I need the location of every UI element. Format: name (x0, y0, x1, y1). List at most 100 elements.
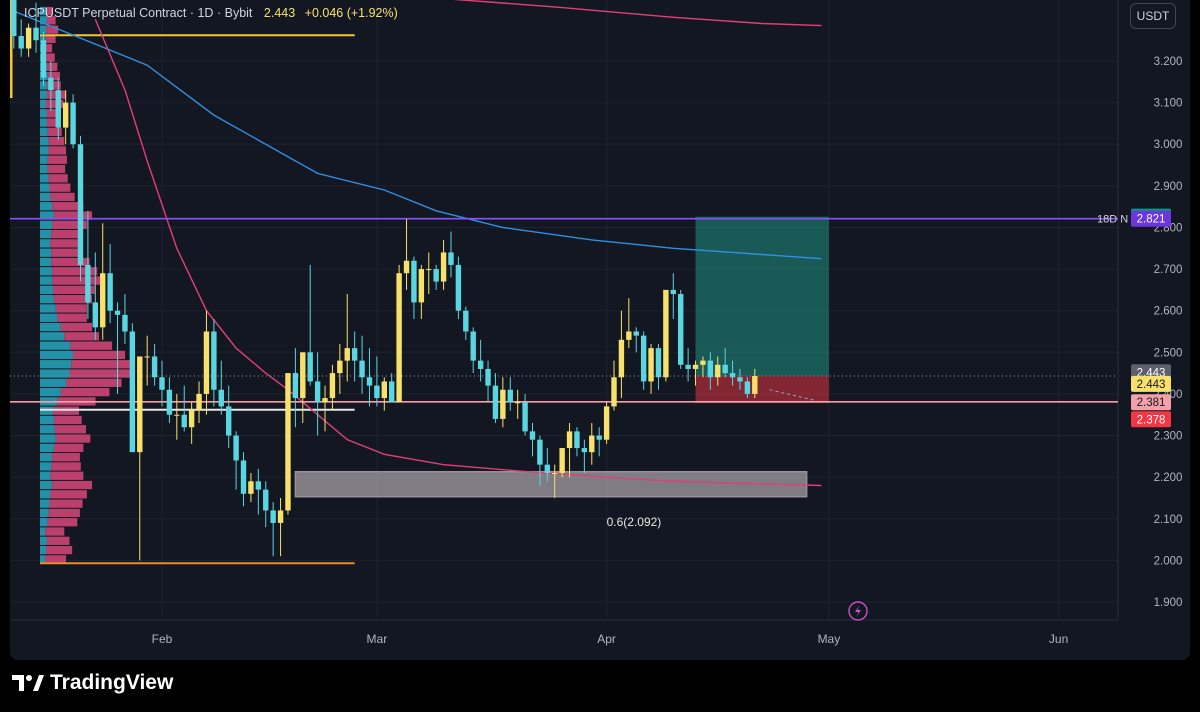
volume-profile-buy-bar (40, 202, 53, 211)
candle-body (492, 385, 499, 419)
candle (374, 356, 380, 407)
candle-body (137, 356, 143, 453)
price-chart[interactable]: 18D N 3.2003.1003.0002.9002.8002.7002.60… (10, 0, 1190, 660)
candle (729, 360, 736, 386)
candle (596, 427, 602, 457)
candle-body (48, 77, 54, 91)
price-tick-label: 2.300 (1154, 431, 1183, 443)
candle-body (411, 260, 417, 303)
candle (129, 323, 136, 453)
volume-profile (10, 0, 355, 565)
volume-profile-sell-bar (49, 183, 71, 192)
candle (670, 273, 676, 320)
horizontal-line-label: 18D N (1097, 214, 1128, 226)
stop-zone (695, 376, 829, 404)
volume-profile-buy-bar (40, 248, 52, 257)
last-price: 2.443 (263, 6, 296, 20)
volume-profile-sell-bar (50, 192, 75, 202)
candle-body (596, 435, 602, 440)
candle (752, 368, 758, 399)
volume-profile-sell-bar (72, 350, 126, 360)
candle (418, 264, 425, 320)
candle (529, 423, 536, 457)
candle (552, 464, 558, 498)
replay-icon[interactable] (848, 601, 868, 621)
candle-body (107, 273, 113, 311)
volume-profile-sell-bar (55, 304, 87, 313)
exchange-label: Bybit (224, 6, 253, 20)
candle-body (314, 381, 321, 403)
candle-body (329, 373, 336, 399)
candle-body (455, 264, 462, 311)
volume-profile-sell-bar (48, 508, 80, 518)
candle (33, 2, 39, 53)
candle (366, 348, 373, 407)
volume-profile-buy-bar (40, 499, 50, 508)
chart-panel[interactable]: 18D N 3.200 3.100 3.000 2.900 2.800 2.700 2.60… (10, 0, 1190, 660)
currency-button[interactable]: USDT (1130, 3, 1176, 29)
candle-body (174, 414, 180, 416)
price-tick-label: 2.000 (1154, 555, 1183, 567)
volume-profile-buy-bar (40, 118, 47, 127)
candle-body (77, 144, 84, 265)
symbol-name[interactable]: ICPUSDT Perpetual Contract (24, 6, 187, 20)
candle (248, 472, 254, 503)
time-scale[interactable]: Feb Mar Apr May Jun (152, 632, 1069, 646)
volume-profile-sell-bar (46, 118, 60, 127)
projection-line (769, 389, 815, 401)
candle-body (322, 398, 328, 403)
price-tick-label: 3.100 (1154, 98, 1183, 110)
volume-profile-buy-bar (40, 90, 47, 99)
volume-profile-buy-bar (40, 16, 47, 25)
volume-profile-buy-bar (40, 137, 49, 146)
candle-body (603, 406, 610, 440)
candle (492, 373, 499, 424)
volume-profile-sell-bar (53, 443, 84, 453)
header-separator: · (216, 6, 222, 20)
volume-profile-buy-bar (40, 295, 54, 304)
volume-profile-sell-bar (52, 453, 80, 462)
volume-profile-sell-bar (47, 164, 66, 174)
candle-body (722, 364, 728, 374)
annotations: 0.6(2.092) (607, 515, 662, 529)
volume-profile-sell-bar (52, 220, 87, 229)
price-badge-bg (1131, 210, 1171, 227)
volume-profile-sell-bar (47, 518, 78, 527)
candle-body (381, 381, 387, 399)
candle (292, 348, 299, 428)
candle-body (366, 377, 373, 386)
price-scale[interactable]: 3.2003.1003.0002.9002.8002.7002.6002.500… (1131, 56, 1182, 609)
candle-body (426, 269, 432, 271)
tradingview-logo-icon (12, 675, 44, 691)
volume-profile-sell-bar (69, 369, 132, 378)
candle (307, 264, 313, 386)
volume-profile-sell-bar (50, 239, 79, 248)
symbol-header[interactable]: ICPUSDT Perpetual Contract · 1D · Bybit … (24, 6, 398, 20)
candle-body (151, 356, 158, 378)
candle (300, 352, 306, 424)
time-tick-label: Jun (1049, 632, 1068, 646)
interval-label[interactable]: 1D (197, 6, 214, 20)
candle (707, 352, 714, 390)
tradingview-logo[interactable]: TradingView (12, 671, 173, 695)
volume-profile-sell-bar (45, 44, 53, 53)
volume-profile-sell-bar (52, 480, 93, 490)
candle (633, 327, 639, 353)
candle-body (240, 460, 247, 494)
candle-body (285, 373, 291, 511)
volume-profile-buy-bar (40, 536, 47, 545)
price-change: +0.046 (+1.92%) (304, 6, 398, 20)
candle (11, 0, 17, 49)
candle-body (737, 377, 743, 382)
volume-profile-sell-bar (46, 545, 73, 555)
candle (574, 427, 580, 457)
candle-body (255, 481, 262, 490)
candle (181, 385, 187, 432)
volume-profile-sell-bar (51, 257, 90, 267)
candle (359, 335, 365, 394)
candle-body (270, 510, 276, 523)
candle-body (566, 431, 573, 449)
volume-profile-sell-bar (46, 99, 64, 109)
price-badge: 2.821 (1131, 210, 1171, 227)
candle (263, 481, 269, 528)
